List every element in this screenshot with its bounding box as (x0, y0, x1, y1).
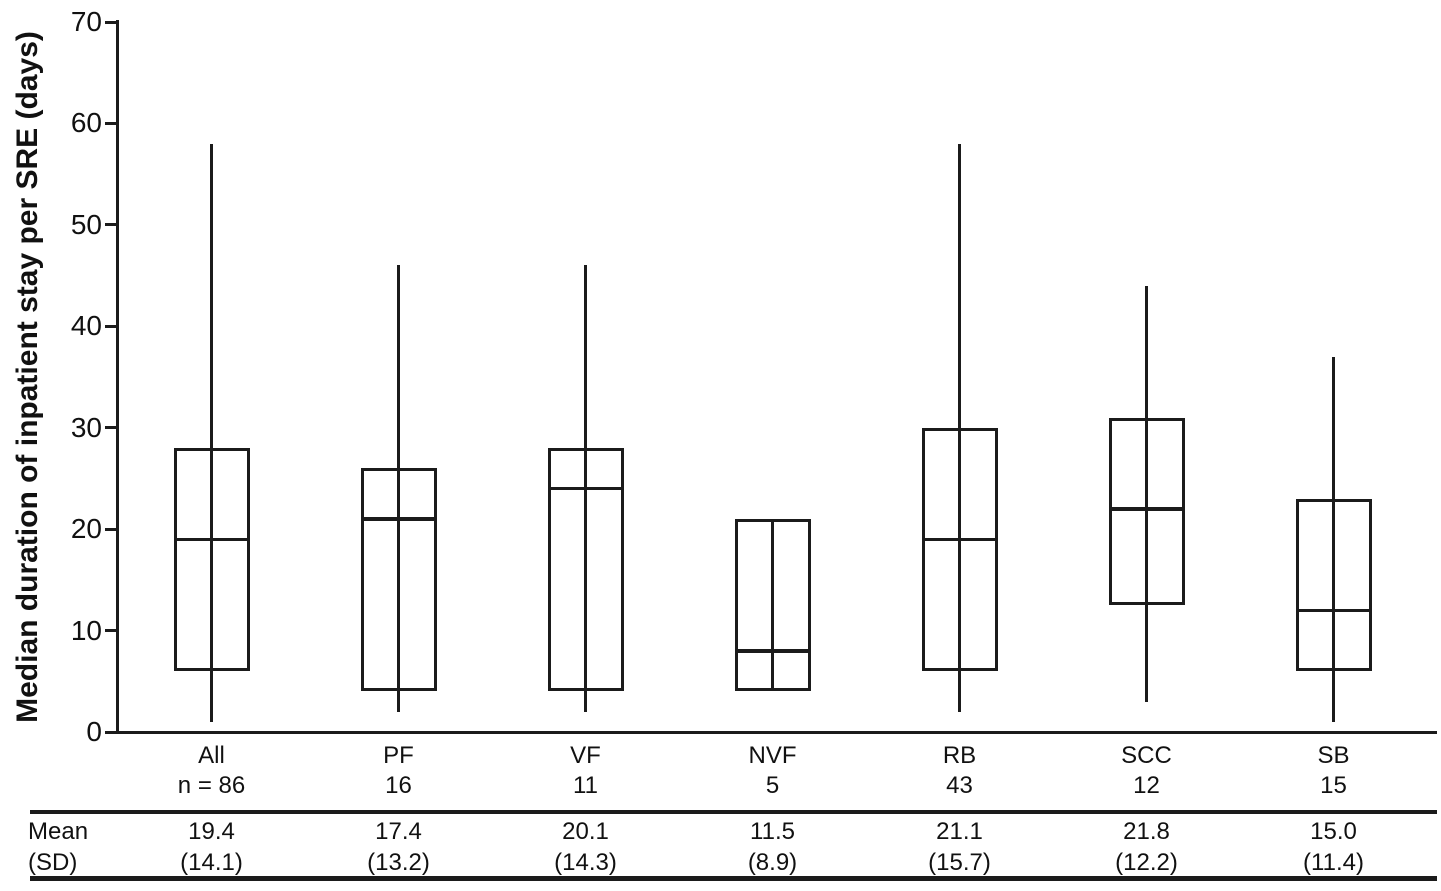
whisker-line (1145, 285, 1148, 702)
n-label: 5 (765, 772, 780, 799)
mean-value-cell: 20.1 (562, 818, 609, 845)
mean-value-cell: 11.5 (750, 818, 795, 845)
y-tick (105, 20, 118, 24)
category-label: NVF (748, 742, 797, 769)
mean-value-cell: 19.4 (188, 818, 235, 845)
mean-value-cell: 17.4 (375, 818, 422, 845)
y-tick (105, 223, 118, 227)
sd-value-cell: (8.9) (747, 849, 798, 876)
mean-value-cell: 15.0 (1310, 818, 1357, 845)
sd-value-cell: (15.7) (928, 849, 991, 876)
box (734, 519, 811, 692)
y-tick-label: 50 (70, 208, 102, 240)
n-label: 16 (385, 772, 412, 799)
category-label: VF (570, 742, 601, 769)
whisker-line (210, 143, 213, 722)
y-tick (105, 730, 118, 734)
median-line (1298, 608, 1369, 613)
median-line (924, 537, 995, 542)
whisker-line (1332, 356, 1335, 722)
y-tick (105, 121, 118, 125)
sd-value-cell: (14.1) (180, 849, 243, 876)
median-line (176, 537, 247, 542)
category-label: All (198, 742, 225, 769)
n-label: 12 (1133, 772, 1160, 799)
category-label: SB (1317, 742, 1350, 769)
y-tick-label: 20 (70, 513, 102, 545)
n-label: 15 (1320, 772, 1347, 799)
y-tick-label: 10 (70, 614, 102, 646)
sd-value-cell: (13.2) (367, 849, 430, 876)
median-line (550, 486, 621, 491)
median-line (737, 649, 808, 653)
y-tick (105, 324, 118, 328)
median-line (363, 517, 434, 521)
n-label: 11 (573, 772, 598, 799)
n-label: 43 (946, 772, 973, 799)
category-label: SCC (1121, 742, 1172, 769)
y-tick-label: 30 (70, 411, 102, 443)
table-row-label-mean: Mean (28, 818, 89, 845)
box (921, 427, 998, 672)
box (360, 468, 437, 692)
mean-value-cell: 21.8 (1123, 818, 1170, 845)
box (1108, 417, 1185, 606)
table-bottom-rule (30, 876, 1437, 881)
median-line (1111, 507, 1182, 511)
category-label: RB (942, 742, 977, 769)
y-tick (105, 426, 118, 430)
y-tick (105, 629, 118, 633)
mean-value-cell: 21.1 (936, 818, 983, 845)
sd-value-cell: (12.2) (1115, 849, 1178, 876)
y-tick-label: 60 (70, 107, 102, 139)
n-label: n = 86 (177, 772, 246, 799)
y-tick (105, 527, 118, 531)
sd-value-cell: (11.4) (1303, 849, 1364, 876)
table-top-rule (30, 810, 1437, 814)
box (1295, 498, 1372, 672)
y-tick-label: 40 (70, 310, 102, 342)
box (173, 448, 250, 672)
sd-value-cell: (14.3) (554, 849, 617, 876)
table-row-label-sd: (SD) (28, 849, 78, 876)
whisker-line (397, 265, 400, 712)
category-label: PF (383, 742, 414, 769)
y-tick-label: 0 (86, 716, 102, 747)
y-axis-line (116, 20, 119, 734)
whisker-line (771, 519, 774, 692)
x-axis-line (116, 731, 1437, 734)
box (547, 448, 624, 692)
y-tick-label: 70 (70, 6, 102, 37)
